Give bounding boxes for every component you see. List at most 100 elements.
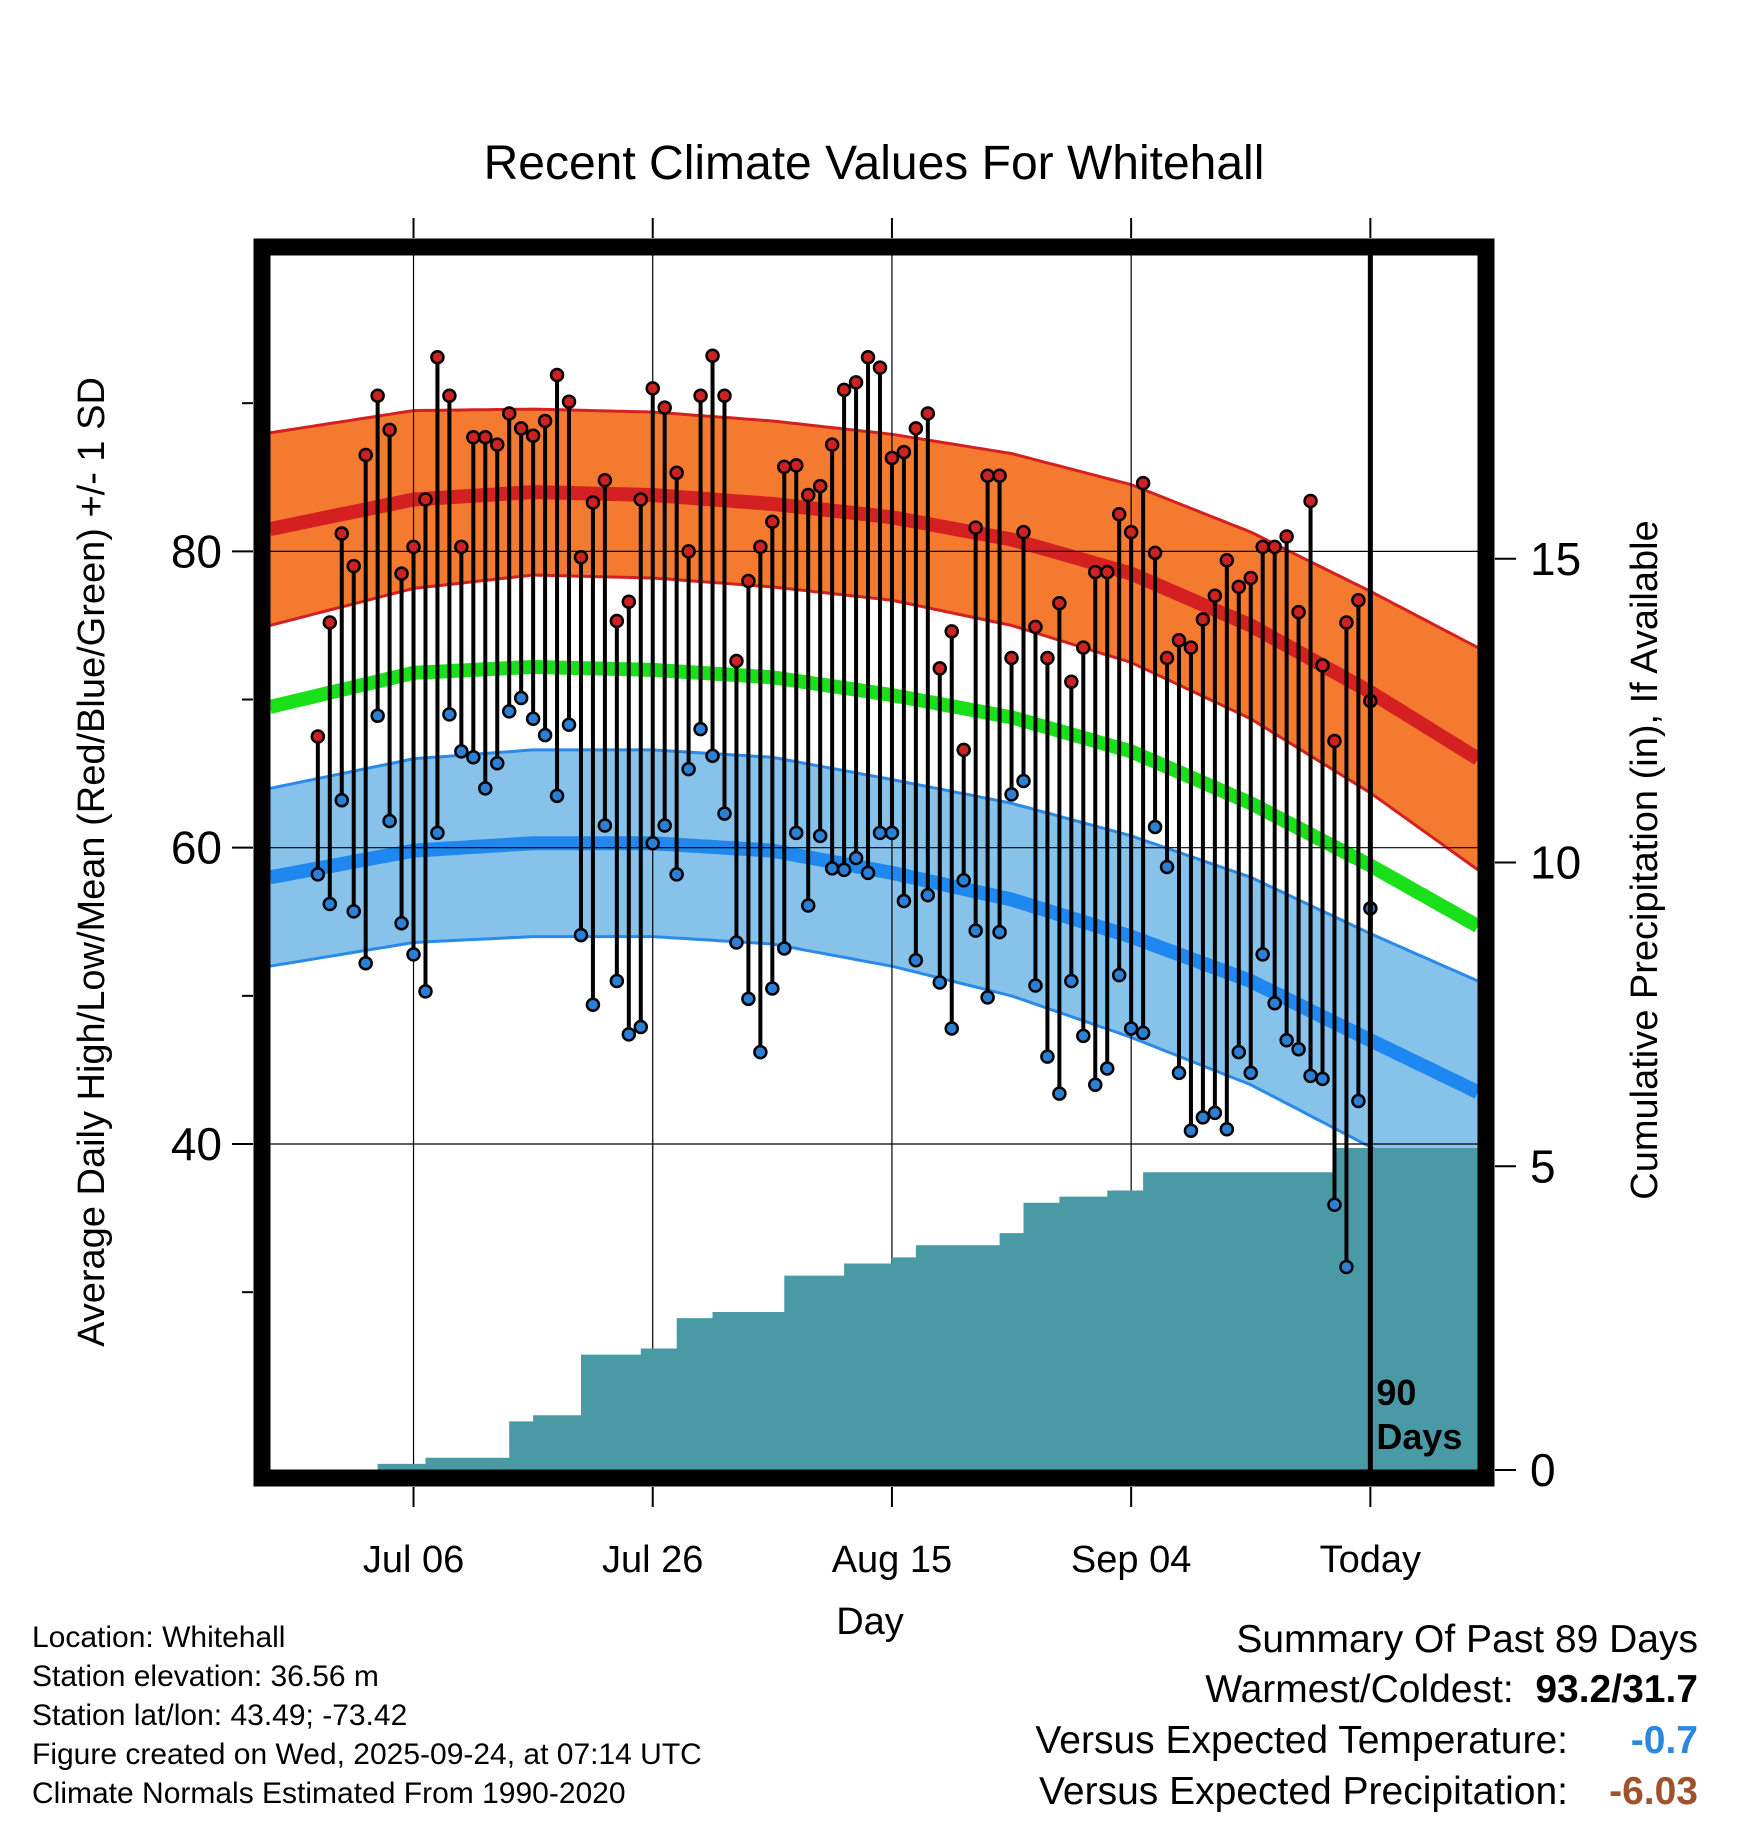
low-point: [956, 873, 971, 888]
low-point: [932, 975, 948, 990]
high-point: [1243, 570, 1259, 586]
low-point: [1099, 1061, 1115, 1076]
summary-temp: Versus Expected Temperature: -0.7: [1035, 1719, 1698, 1763]
low-point: [561, 717, 577, 732]
low-point: [1231, 1044, 1247, 1060]
low-point: [501, 704, 517, 719]
low-point: [1279, 1033, 1294, 1048]
info-normals: Climate Normals Estimated From 1990-2020: [32, 1777, 626, 1810]
low-point: [310, 867, 326, 882]
high-point: [597, 472, 613, 488]
low-point: [585, 997, 601, 1012]
low-point: [1339, 1259, 1354, 1275]
low-point: [633, 1019, 649, 1035]
high-point: [322, 615, 338, 630]
low-point: [525, 711, 541, 727]
low-point: [1327, 1197, 1342, 1213]
high-point: [1231, 579, 1247, 595]
y2-tick-label: 0: [1530, 1444, 1556, 1496]
high-point: [1327, 733, 1342, 749]
low-point: [968, 923, 983, 938]
y-axis-label: Average Daily High/Low/Mean (Red/Blue/Gr…: [71, 377, 113, 1347]
low-point: [1351, 1093, 1366, 1109]
info-location: Location: Whitehall: [32, 1621, 286, 1654]
y2-axis-label: Cumulative Precipitation (in), If Availa…: [1624, 520, 1666, 1199]
high-point: [968, 520, 983, 535]
low-point: [848, 850, 864, 866]
low-point: [1111, 967, 1127, 983]
high-point: [860, 349, 876, 365]
high-point: [848, 375, 864, 390]
low-point: [645, 835, 660, 851]
high-point: [1207, 588, 1223, 604]
high-point: [1028, 619, 1043, 635]
normal-mean-line: [268, 659, 1482, 933]
low-point: [1040, 1049, 1055, 1064]
low-point: [1004, 787, 1019, 802]
low-point: [609, 973, 625, 989]
high-point: [1195, 612, 1211, 627]
high-point: [956, 742, 971, 758]
high-point: [573, 550, 589, 565]
high-point: [501, 406, 517, 421]
high-point: [717, 388, 732, 404]
y-tick-label: 80: [171, 525, 222, 577]
low-point: [800, 898, 816, 913]
high-point: [1016, 524, 1031, 540]
high-point: [418, 492, 433, 507]
low-point: [1315, 1071, 1330, 1087]
plot-border: [253, 238, 1495, 1487]
chart-title: Recent Climate Values For Whitehall: [483, 137, 1265, 190]
high-point: [1255, 539, 1270, 555]
info-latlon: Station lat/lon: 43.49; -73.42: [32, 1699, 408, 1732]
low-point: [1064, 973, 1079, 989]
low-point: [1267, 996, 1282, 1011]
y2-tick-label: 15: [1530, 533, 1581, 585]
high-point: [1351, 592, 1366, 608]
low-point: [394, 916, 409, 931]
high-point: [645, 381, 660, 396]
precip-area: [270, 1148, 1478, 1470]
low-sd-band: [270, 749, 1478, 1204]
high-point: [705, 348, 720, 364]
y-tick-label: 40: [171, 1118, 222, 1170]
low-point: [454, 744, 469, 759]
high-point: [1159, 650, 1175, 666]
high-point: [1064, 674, 1079, 689]
high-point: [478, 430, 493, 445]
high-point: [454, 539, 469, 555]
high-point: [932, 661, 948, 676]
high-point: [382, 422, 397, 438]
high-point: [1040, 650, 1055, 666]
low-point: [1123, 1021, 1139, 1036]
precipitation-area: [270, 1148, 1478, 1470]
info-elevation: Station elevation: 36.56 m: [32, 1660, 379, 1693]
low-point: [1171, 1065, 1187, 1081]
high-lower-edge: [269, 573, 1479, 872]
low-point: [322, 896, 338, 912]
axes: Jul 06 Jul 26 Aug 15 Sep 04 Today 40 60 80 0 5 10 1…: [71, 218, 1666, 1643]
high-point: [406, 539, 421, 555]
low-point: [669, 867, 684, 882]
high-point: [777, 459, 792, 475]
high-point: [741, 573, 756, 589]
high-point: [812, 478, 828, 494]
high-point: [1279, 529, 1294, 544]
high-point: [681, 544, 696, 559]
high-point: [1303, 493, 1318, 509]
high-point: [609, 613, 625, 629]
low-point: [1135, 1025, 1151, 1041]
low-point: [872, 825, 888, 841]
high-point: [896, 444, 912, 460]
low-point: [478, 781, 493, 796]
low-point: [908, 953, 924, 968]
low-point: [382, 813, 397, 829]
high-point: [1171, 632, 1187, 648]
x-tick-label: Jul 06: [363, 1539, 464, 1581]
summary-temp-label: Versus Expected Temperature:: [1035, 1719, 1568, 1762]
low-point: [1255, 947, 1270, 962]
low-point: [1303, 1068, 1318, 1084]
y2-tick-label: 10: [1530, 837, 1581, 889]
high-point: [1183, 640, 1199, 655]
high-point: [789, 458, 804, 473]
